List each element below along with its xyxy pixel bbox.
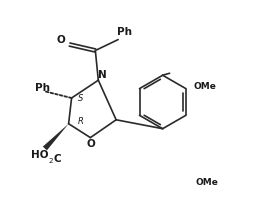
Text: R: R	[78, 117, 83, 126]
Text: $_2$C: $_2$C	[49, 152, 62, 166]
Text: N: N	[98, 70, 107, 80]
Text: HO: HO	[31, 150, 49, 160]
Polygon shape	[43, 124, 69, 150]
Text: Ph: Ph	[117, 27, 132, 37]
Text: O: O	[86, 139, 95, 149]
Text: OMe: OMe	[196, 178, 219, 187]
Text: O: O	[56, 35, 65, 45]
Text: S: S	[78, 93, 83, 103]
Text: OMe: OMe	[194, 82, 217, 91]
Text: Ph: Ph	[35, 83, 50, 93]
